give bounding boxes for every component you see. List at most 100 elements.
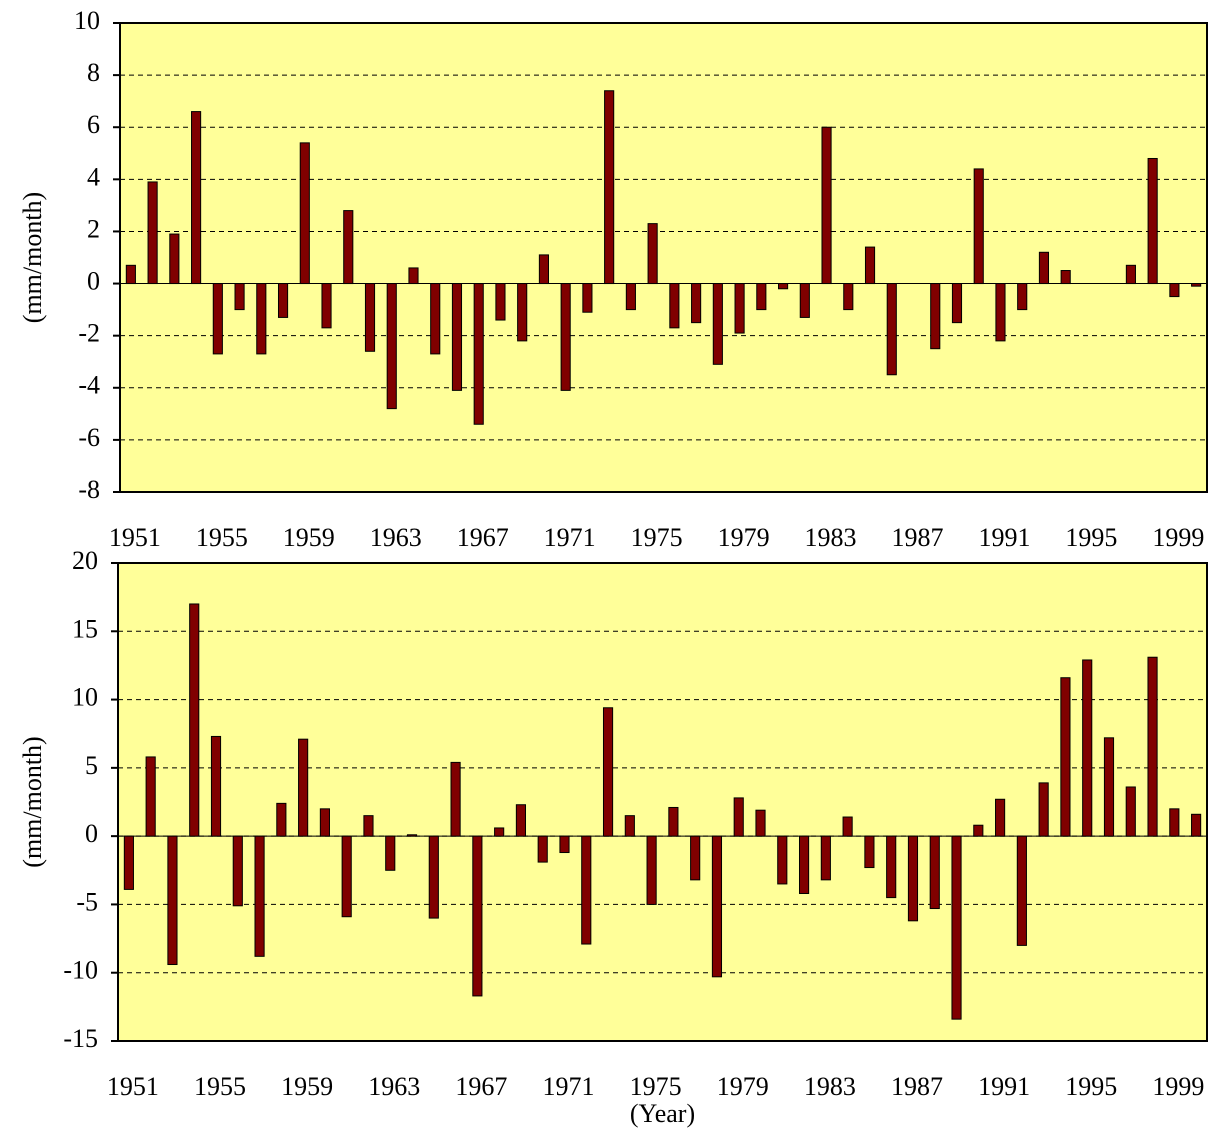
y-tick-label: 15 <box>72 614 98 643</box>
x-tick-label: 1971 <box>544 523 596 552</box>
x-tick-label: 1979 <box>717 1072 769 1101</box>
bar <box>145 756 156 837</box>
bar <box>733 797 744 837</box>
bar <box>191 111 202 285</box>
y-tick-label: 10 <box>72 683 98 712</box>
bar <box>125 264 136 285</box>
bar <box>930 283 941 350</box>
x-tick-label: 1971 <box>542 1072 594 1101</box>
bar <box>777 835 788 885</box>
bar <box>473 283 484 425</box>
bar <box>538 254 549 285</box>
bar <box>668 806 679 837</box>
bar <box>1103 737 1115 837</box>
bar <box>907 835 919 922</box>
bar <box>1038 251 1050 285</box>
x-tick-label: 1959 <box>283 523 335 552</box>
bar <box>298 738 309 837</box>
bar <box>495 283 506 321</box>
x-tick-label: 1995 <box>1065 523 1117 552</box>
y-tick-label: -5 <box>76 887 98 916</box>
x-tick-label: 1963 <box>368 1072 420 1101</box>
x-tick-label: 1979 <box>718 523 770 552</box>
y-tick-label: -6 <box>78 423 100 452</box>
y-tick-label: -4 <box>78 371 100 400</box>
x-tick-label: 1951 <box>109 523 161 552</box>
bar <box>669 283 680 329</box>
bar <box>537 835 548 863</box>
bar <box>929 835 940 910</box>
bar <box>625 283 636 311</box>
bar <box>995 283 1006 342</box>
bar <box>232 835 243 907</box>
bar <box>820 835 831 881</box>
bar <box>363 815 374 837</box>
bar <box>778 283 789 290</box>
bar <box>798 835 810 895</box>
y-tick-label: -8 <box>78 475 100 504</box>
bar <box>1169 283 1180 298</box>
y-tick-label: 8 <box>87 58 100 87</box>
bar <box>604 90 615 285</box>
x-tick-label: 1983 <box>804 1072 856 1101</box>
x-tick-label: 1975 <box>630 1072 682 1101</box>
bar <box>842 816 853 837</box>
y-tick-label: -2 <box>78 319 100 348</box>
bar <box>734 283 745 334</box>
x-tick-label: 1995 <box>1065 1072 1117 1101</box>
bar <box>973 168 984 285</box>
bar <box>1060 677 1071 837</box>
bar <box>299 142 310 285</box>
bar <box>711 835 723 978</box>
bar <box>212 283 223 355</box>
bar <box>886 835 897 899</box>
bar <box>123 835 134 890</box>
bar <box>494 827 505 837</box>
bar <box>712 283 723 365</box>
bar <box>951 835 962 1020</box>
x-tick-label: 1975 <box>631 523 683 552</box>
bar <box>864 835 875 869</box>
x-tick-label: 1959 <box>281 1072 333 1101</box>
bar <box>1017 283 1028 311</box>
y-axis-label: (mm/month) <box>18 192 47 323</box>
bar <box>428 835 439 919</box>
y-tick-label: 10 <box>74 6 100 35</box>
bar <box>321 283 332 329</box>
bar <box>472 835 483 997</box>
bar <box>755 809 766 837</box>
bar <box>582 283 593 313</box>
bar <box>385 835 396 871</box>
bar <box>408 267 419 285</box>
x-tick-label: 1991 <box>978 523 1030 552</box>
bar <box>646 835 657 905</box>
bar <box>450 761 461 837</box>
bar <box>167 835 178 966</box>
y-tick-label: 4 <box>87 162 100 191</box>
bar <box>515 804 527 837</box>
bar <box>1038 782 1049 837</box>
y-tick-label: 6 <box>87 110 100 139</box>
plot-frame <box>119 22 1208 493</box>
bar <box>517 283 528 342</box>
bar <box>560 283 571 391</box>
plot-frame <box>117 562 1208 1042</box>
x-tick-label: 1967 <box>457 523 509 552</box>
bar <box>559 835 570 854</box>
x-tick-label: 1991 <box>978 1072 1030 1101</box>
x-tick-label: 1987 <box>892 523 944 552</box>
bar <box>234 283 245 311</box>
bar <box>973 824 984 837</box>
y-tick-label: -10 <box>63 956 98 985</box>
bar <box>341 835 352 918</box>
bar <box>1125 264 1136 285</box>
bar <box>169 233 180 285</box>
bar <box>886 283 897 376</box>
x-tick-label: 1999 <box>1152 523 1204 552</box>
bar <box>995 798 1006 837</box>
bar <box>691 283 702 324</box>
x-tick-label: 1967 <box>455 1072 507 1101</box>
bar <box>690 835 701 881</box>
bar <box>843 283 854 311</box>
